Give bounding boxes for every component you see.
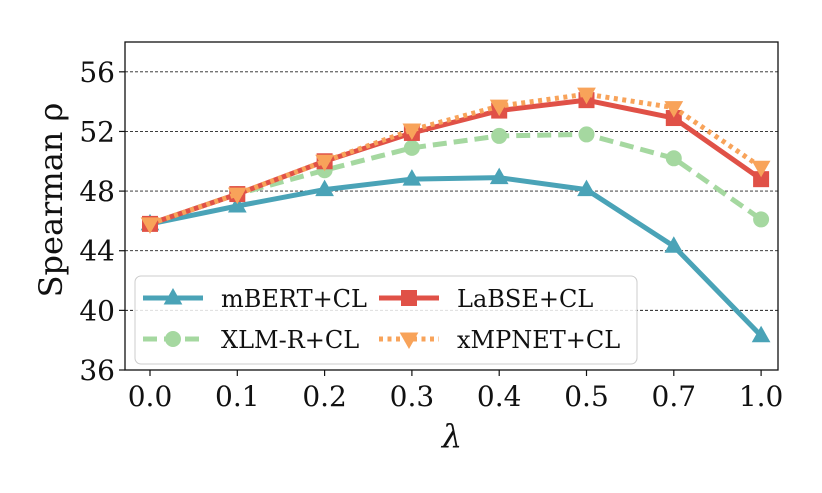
legend-label: XLM-R+CL: [221, 326, 359, 354]
x-tick-label: 0.7: [652, 380, 697, 413]
x-tick-label: 0.3: [390, 380, 435, 413]
xmpnet-cl-line: [149, 91, 763, 227]
legend-label: mBERT+CL: [221, 285, 367, 313]
x-tick-label: 0.5: [564, 380, 609, 413]
mbert-cl-point: [577, 179, 596, 197]
xlm-r-cl-point: [753, 211, 770, 228]
legend-item-xmpnet-cl: xMPNET+CL: [379, 326, 620, 354]
series: [140, 87, 771, 343]
mbert-cl-point: [664, 236, 684, 253]
labse-cl-line: [149, 97, 763, 227]
xlm-r-cl-point: [665, 150, 682, 167]
legend-swatch-marker: [165, 331, 181, 347]
y-tick-label: 52: [79, 115, 115, 148]
xmpnet-cl-point: [489, 99, 509, 117]
mbert-cl-point: [751, 325, 771, 343]
y-tick-label: 36: [79, 354, 115, 387]
xmpnet-cl-point: [577, 87, 596, 105]
x-tick-label: 0.2: [302, 380, 347, 413]
series-xmpnet-cl: [140, 87, 771, 234]
x-tick-label: 0.0: [128, 380, 173, 413]
xmpnet-cl-point: [751, 160, 771, 178]
xlm-r-cl-point: [491, 127, 508, 144]
legend-box: [134, 275, 638, 365]
plot-frame: [124, 41, 779, 371]
xmpnet-cl-point: [140, 217, 160, 234]
legend-swatch-marker: [163, 287, 183, 305]
y-tick-label: 44: [79, 235, 115, 268]
legend-item-labse-cl: LaBSE+CL: [379, 285, 593, 313]
y-tick-label: 48: [79, 175, 115, 208]
xmpnet-cl-point: [402, 123, 422, 140]
mbert-cl-point: [489, 167, 509, 185]
mbert-cl-point: [227, 195, 247, 213]
xlm-r-cl-point: [578, 126, 595, 143]
legend-item-xlm-r-cl: XLM-R+CL: [143, 326, 359, 354]
xlm-r-cl-point: [403, 139, 420, 156]
legend-swatch-marker: [401, 290, 417, 306]
xmpnet-cl-point: [315, 154, 334, 172]
legend: mBERT+CL XLM-R+CL LaBSE+CL xMPNET+CL: [134, 275, 638, 365]
y-axis-title: Spearman ρ: [32, 103, 70, 298]
ticks: 36 40 44 48 52 56 0.0 0.1 0.2 0.3 0.4 0.5 0.7 1.0: [79, 56, 783, 413]
x-tick-label: 0.4: [477, 380, 522, 413]
x-axis-title: λ: [440, 417, 462, 455]
legend-swatch-marker: [399, 332, 419, 350]
y-tick-label: 40: [79, 294, 115, 327]
xmpnet-cl-point: [664, 101, 684, 118]
y-tick-label: 56: [79, 56, 115, 89]
mbert-cl-point: [402, 169, 422, 186]
legend-item-mbert-cl: mBERT+CL: [143, 285, 367, 313]
legend-label: xMPNET+CL: [457, 326, 620, 354]
x-tick-label: 1.0: [739, 380, 784, 413]
xmpnet-cl-point: [227, 187, 247, 205]
legend-label: LaBSE+CL: [457, 285, 593, 313]
mbert-cl-line: [149, 175, 763, 338]
x-tick-label: 0.1: [215, 380, 260, 413]
mbert-cl-point: [315, 179, 334, 197]
